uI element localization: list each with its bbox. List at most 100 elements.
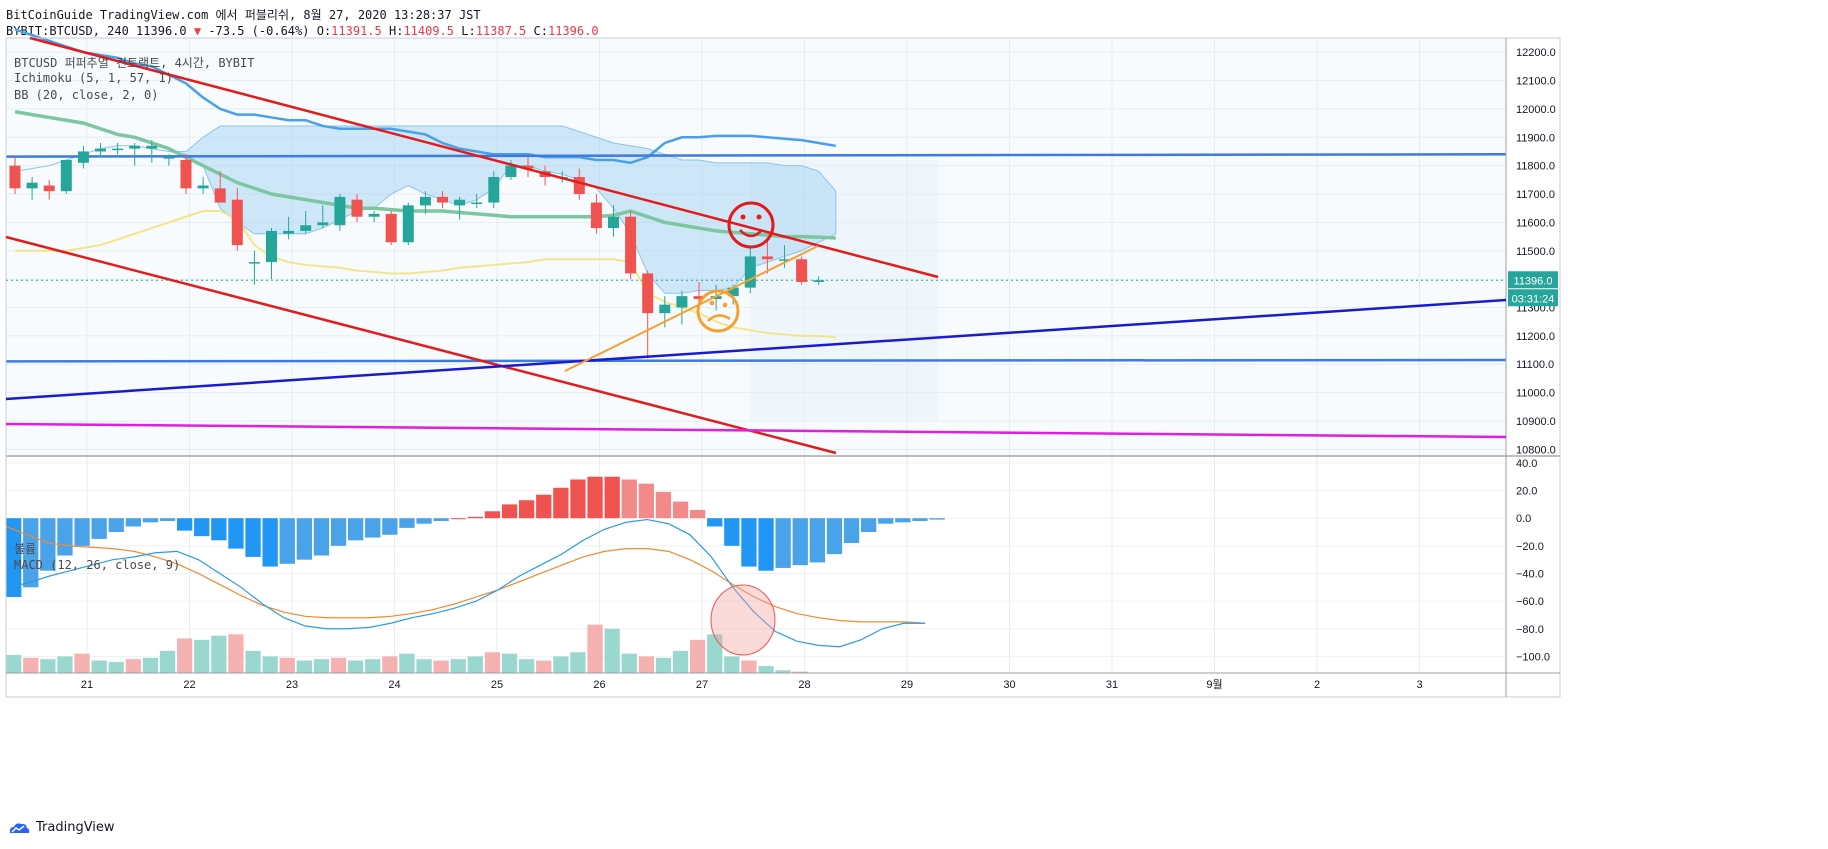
macd-histogram-bar bbox=[570, 479, 586, 519]
time-tick-label: 9월 bbox=[1206, 678, 1222, 691]
macd-tick-label: 20.0 bbox=[1516, 486, 1537, 498]
volume-bar bbox=[519, 659, 535, 673]
candle-body bbox=[727, 287, 739, 297]
time-tick-label: 27 bbox=[696, 679, 708, 691]
macd-histogram-bar bbox=[638, 483, 654, 519]
macd-histogram-bar bbox=[690, 509, 706, 519]
volume-bar bbox=[536, 660, 552, 673]
macd-histogram-bar bbox=[313, 518, 330, 556]
candle-body bbox=[471, 202, 483, 205]
candle bbox=[77, 145, 89, 169]
countdown-badge: 03:31:24 bbox=[1508, 289, 1558, 307]
candle bbox=[761, 239, 773, 274]
volume-bar bbox=[74, 653, 90, 673]
publish-info: BitCoinGuide TradingView.com 에서 퍼블리쉬, 8월… bbox=[6, 8, 481, 22]
candle bbox=[351, 194, 363, 223]
candle-body bbox=[642, 273, 654, 314]
price-tick-label: 11100.0 bbox=[1516, 359, 1554, 371]
candle-body bbox=[231, 199, 243, 246]
macd-line bbox=[5, 518, 926, 648]
price-tick-label: 11700.0 bbox=[1516, 189, 1555, 201]
upper-channel-line bbox=[29, 36, 939, 279]
legend-ichimoku[interactable]: Ichimoku (5, 1, 57, 1) bbox=[14, 71, 173, 85]
macd-histogram-bar bbox=[878, 518, 894, 524]
low-value: 11387.5 bbox=[475, 24, 527, 38]
volume-bar bbox=[467, 656, 483, 673]
candle bbox=[214, 171, 226, 203]
macd-histogram-bar bbox=[672, 501, 689, 519]
macd-highlight-circle bbox=[710, 584, 776, 656]
macd-histogram-bar bbox=[843, 518, 860, 544]
candle bbox=[590, 194, 602, 234]
volume-bar bbox=[313, 659, 330, 673]
time-tick-label: 30 bbox=[1003, 679, 1015, 691]
candle bbox=[488, 171, 500, 209]
candle-body bbox=[437, 196, 448, 203]
candle-body bbox=[26, 182, 38, 189]
smiley-orange-mouth bbox=[707, 314, 731, 322]
candle-body bbox=[112, 148, 124, 151]
volume-bar bbox=[638, 656, 654, 673]
legend-macd[interactable]: MACD (12, 26, close, 9) bbox=[14, 558, 181, 572]
price-tick-label: 10800.0 bbox=[1516, 444, 1556, 456]
volume-bar bbox=[194, 639, 210, 673]
legend-title: BTCUSD 퍼퍼추얼 컨트랙트, 4시간, BYBIT bbox=[14, 56, 255, 70]
legend-volume[interactable]: 볼륨 bbox=[14, 542, 37, 556]
candle bbox=[231, 188, 243, 251]
footer-brand[interactable]: TradingView bbox=[8, 820, 115, 835]
candle bbox=[43, 179, 55, 200]
macd-histogram-bar bbox=[40, 518, 56, 571]
candle bbox=[26, 177, 38, 200]
volume-bar bbox=[262, 656, 278, 673]
blue-trendline bbox=[5, 298, 1507, 401]
candle bbox=[385, 211, 397, 246]
volume-bar bbox=[159, 650, 176, 673]
macd-histogram-bar bbox=[108, 518, 124, 533]
macd-histogram-bar bbox=[159, 518, 176, 521]
macd-histogram-bar bbox=[194, 518, 210, 537]
volume-bar bbox=[587, 624, 603, 673]
candle bbox=[9, 157, 21, 195]
macd-histogram-bar bbox=[895, 518, 911, 523]
macd-tick-label: −100.0 bbox=[1516, 651, 1550, 663]
chart-canvas[interactable]: 10800.010900.011000.011100.011200.011300… bbox=[0, 0, 1828, 820]
candle bbox=[334, 194, 346, 231]
volume-bar bbox=[553, 656, 569, 673]
candle bbox=[471, 194, 483, 209]
candle-body bbox=[43, 185, 55, 192]
candle-body bbox=[368, 213, 380, 217]
candle-body bbox=[522, 165, 534, 169]
candle bbox=[454, 196, 466, 220]
volume-bar bbox=[382, 656, 398, 673]
volume-bar bbox=[707, 634, 723, 673]
price-tick-label: 10900.0 bbox=[1516, 416, 1556, 428]
candle-body bbox=[693, 296, 705, 299]
macd-histogram-bar bbox=[382, 518, 398, 535]
smiley-orange-icon bbox=[696, 289, 740, 333]
macd-histogram-bar bbox=[245, 518, 261, 557]
candle-body bbox=[573, 177, 585, 195]
ichimoku-cloud bbox=[14, 125, 837, 294]
volume-bar bbox=[211, 635, 227, 673]
candle bbox=[248, 250, 260, 285]
macd-histogram-bar bbox=[604, 476, 620, 519]
volume-bar bbox=[655, 657, 672, 673]
macd-histogram-bar bbox=[228, 518, 244, 549]
candle-body bbox=[60, 159, 72, 192]
macd-histogram-bar bbox=[6, 518, 22, 597]
volume-bar bbox=[296, 660, 312, 673]
candle-body bbox=[796, 259, 808, 282]
candle bbox=[573, 168, 585, 200]
volume-bar bbox=[330, 657, 347, 673]
price-badge-bg bbox=[1508, 271, 1558, 289]
legend-bb[interactable]: BB (20, close, 2, 0) bbox=[14, 88, 159, 102]
candle bbox=[419, 191, 431, 214]
macd-histogram-bar bbox=[621, 479, 637, 519]
candle-body bbox=[197, 185, 209, 189]
volume-bar bbox=[91, 660, 107, 673]
volume-bar bbox=[23, 657, 39, 673]
smiley-orange-eye bbox=[709, 300, 715, 306]
macd-tick-label: −60.0 bbox=[1516, 596, 1544, 608]
volume-bar bbox=[724, 656, 740, 673]
macd-histogram-bar bbox=[348, 518, 364, 541]
